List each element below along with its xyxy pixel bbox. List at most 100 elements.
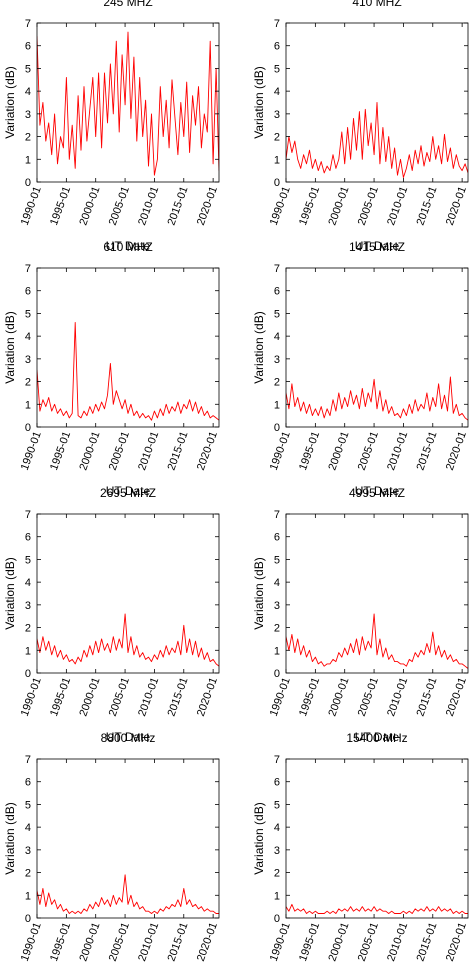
y-tick-label: 0 (25, 422, 31, 434)
series-line (37, 874, 219, 914)
y-tick-label: 7 (274, 509, 280, 521)
x-tick-label: 1990-01 (19, 185, 44, 227)
y-tick-label: 4 (25, 331, 31, 343)
y-tick-label: 5 (274, 554, 280, 566)
x-tick-label: 2015-01 (415, 430, 440, 472)
plot-frame (36, 513, 220, 674)
x-tick-label: 2010-01 (136, 430, 161, 472)
x-tick-label: 1995-01 (48, 430, 73, 472)
plot-frame (285, 267, 469, 428)
plot-frame (285, 758, 469, 919)
x-tick-label: 2005-01 (356, 921, 381, 963)
x-tick-label: 2015-01 (415, 185, 440, 227)
y-axis-label: Variation (dB) (3, 66, 17, 138)
x-axis-label: UT Date (355, 239, 400, 253)
x-axis-label: UT Date (106, 484, 151, 498)
y-tick-label: 4 (274, 86, 280, 98)
y-tick-label: 7 (274, 754, 280, 766)
y-tick-label: 1 (274, 645, 280, 657)
x-tick-label: 2010-01 (385, 921, 410, 963)
y-axis-label: Variation (dB) (252, 66, 266, 138)
series-line (286, 102, 468, 178)
x-tick-label: 2005-01 (356, 676, 381, 718)
x-tick-label: 2005-01 (107, 921, 132, 963)
series-line (37, 322, 219, 421)
x-tick-label: 1995-01 (48, 676, 73, 718)
x-tick-label: 2010-01 (136, 676, 161, 718)
x-tick-label: 1990-01 (19, 430, 44, 472)
y-axis-label: Variation (dB) (3, 557, 17, 629)
x-tick-label: 2000-01 (77, 921, 102, 963)
x-tick-label: 2000-01 (326, 921, 351, 963)
y-tick-label: 6 (25, 777, 31, 789)
x-tick-label: 2020-01 (444, 185, 469, 227)
x-tick-label: 2015-01 (415, 921, 440, 963)
y-tick-label: 5 (25, 799, 31, 811)
x-tick-label: 2020-01 (195, 921, 220, 963)
x-tick-label: 2020-01 (444, 430, 469, 472)
y-axis-label: Variation (dB) (3, 802, 17, 874)
chart-panel: 410 MHZ 0 1 2 3 4 5 6 7 1990-01 1995-01 2000-01 2005… (252, 0, 469, 253)
y-axis-label: Variation (dB) (3, 311, 17, 383)
x-tick-label: 2015-01 (415, 676, 440, 718)
y-tick-label: 3 (25, 109, 31, 121)
y-tick-label: 5 (274, 63, 280, 75)
y-tick-label: 1 (25, 399, 31, 411)
x-tick-label: 2000-01 (326, 185, 351, 227)
chart-panel: 4995 MHZ 0 1 2 3 4 5 6 7 1990-01 1995-01 2000-01 200… (252, 486, 469, 744)
x-tick-label: 2005-01 (356, 185, 381, 227)
x-axis-label: UT Date (355, 484, 400, 498)
y-tick-label: 0 (274, 668, 280, 680)
y-tick-label: 5 (274, 308, 280, 320)
y-tick-label: 3 (25, 354, 31, 366)
x-tick-label: 2015-01 (166, 185, 191, 227)
x-tick-label: 2020-01 (195, 430, 220, 472)
y-tick-label: 6 (25, 41, 31, 53)
x-tick-label: 1990-01 (268, 185, 293, 227)
x-tick-label: 1990-01 (19, 676, 44, 718)
y-tick-label: 4 (274, 822, 280, 834)
x-axis-label: UT Date (355, 730, 400, 744)
y-tick-label: 7 (25, 754, 31, 766)
y-tick-label: 6 (25, 286, 31, 298)
y-tick-label: 0 (25, 177, 31, 189)
chart-panel: 610 MHZ 0 1 2 3 4 5 6 7 1990-01 1995-01 2000-01 2005… (3, 240, 220, 498)
x-tick-label: 2010-01 (136, 921, 161, 963)
x-tick-label: 2020-01 (195, 185, 220, 227)
x-tick-label: 2000-01 (77, 676, 102, 718)
chart-panel: 1415 MHZ 0 1 2 3 4 5 6 7 1990-01 1995-01 2000-01 200… (252, 240, 469, 498)
x-tick-label: 2015-01 (166, 430, 191, 472)
y-tick-label: 6 (274, 532, 280, 544)
y-tick-label: 3 (274, 354, 280, 366)
x-axis-label: UT Date (106, 239, 151, 253)
y-tick-label: 2 (25, 623, 31, 635)
plot-frame (285, 513, 469, 674)
y-tick-label: 4 (25, 822, 31, 834)
y-tick-label: 2 (25, 132, 31, 144)
y-tick-label: 3 (274, 109, 280, 121)
series-line (37, 613, 219, 667)
plot-frame (36, 758, 220, 919)
chart-title: 245 MHZ (103, 0, 152, 9)
x-tick-label: 2000-01 (326, 676, 351, 718)
chart-title: 2695 MHZ (100, 486, 156, 500)
y-tick-label: 3 (25, 600, 31, 612)
y-tick-label: 4 (274, 577, 280, 589)
x-tick-label: 1990-01 (268, 676, 293, 718)
x-tick-label: 2015-01 (166, 921, 191, 963)
x-tick-label: 2010-01 (385, 185, 410, 227)
chart-title: 8800 MHz (101, 731, 156, 745)
x-tick-label: 2020-01 (444, 921, 469, 963)
y-tick-label: 6 (274, 286, 280, 298)
y-tick-label: 4 (25, 86, 31, 98)
y-tick-label: 0 (274, 422, 280, 434)
x-tick-label: 1995-01 (297, 430, 322, 472)
x-tick-label: 2000-01 (77, 430, 102, 472)
y-axis-label: Variation (dB) (252, 557, 266, 629)
y-tick-label: 3 (274, 845, 280, 857)
y-tick-label: 5 (25, 308, 31, 320)
x-tick-label: 1990-01 (268, 921, 293, 963)
y-tick-label: 6 (274, 777, 280, 789)
y-tick-label: 5 (274, 799, 280, 811)
